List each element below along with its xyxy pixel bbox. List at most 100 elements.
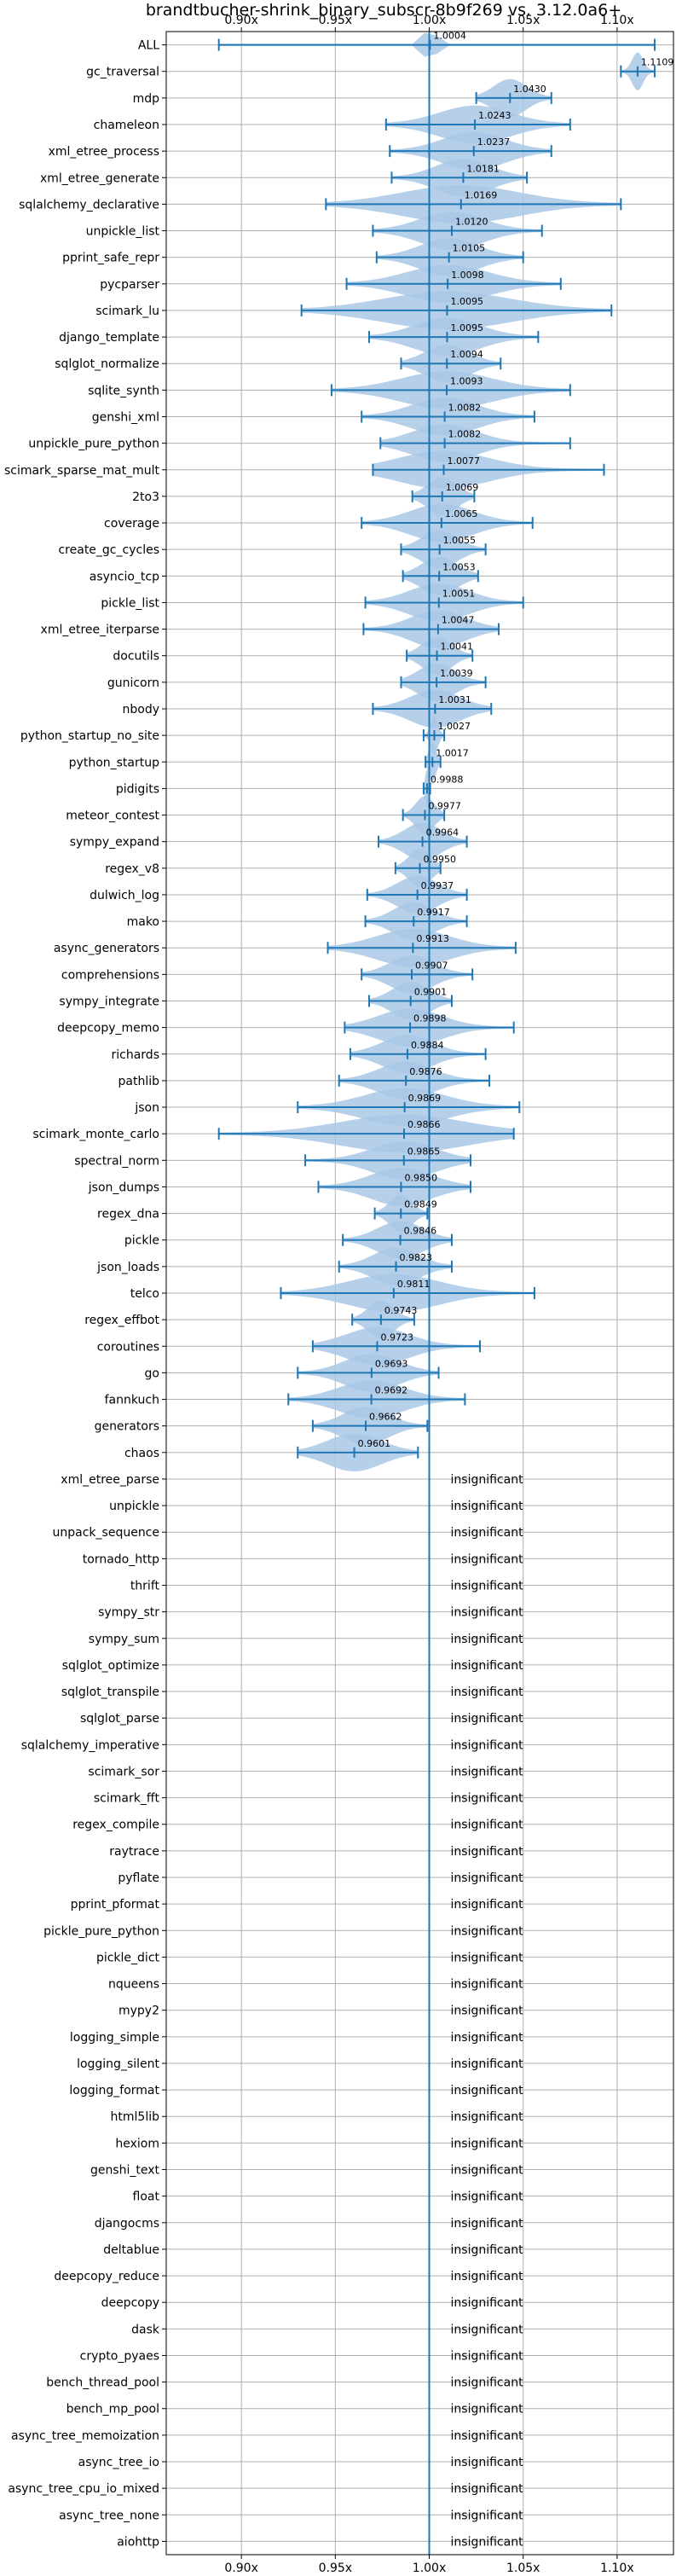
- insignificant-label: insignificant: [451, 2217, 524, 2231]
- benchmark-label: django_template: [59, 331, 159, 345]
- benchmark-label: coverage: [104, 517, 159, 531]
- benchmark-label: asyncio_tcp: [90, 570, 159, 583]
- mean-value-label: 0.9988: [431, 774, 464, 785]
- mean-value-label: 0.9823: [400, 1252, 433, 1263]
- benchmark-label: telco: [130, 1287, 159, 1301]
- benchmark-label: sympy_sum: [89, 1633, 159, 1646]
- mean-value-label: 0.9913: [416, 933, 449, 944]
- mean-value-label: 1.1109: [641, 57, 674, 68]
- label-layer: ALL 1.0004 gc_traversal 1.1109 mdp 1.0430 cham…: [4, 31, 673, 2550]
- benchmark-label: spectral_norm: [74, 1154, 159, 1168]
- benchmark-label: mako: [127, 915, 159, 929]
- x-tick-label-top: 1.00x: [413, 14, 446, 27]
- benchmark-label: chaos: [124, 1447, 159, 1460]
- benchmark-label: python_startup_no_site: [20, 729, 159, 743]
- mean-value-label: 1.0243: [478, 110, 512, 121]
- benchmark-label: comprehensions: [61, 968, 159, 982]
- benchmark-label: tornado_http: [83, 1552, 159, 1566]
- mean-value-label: 0.9850: [404, 1172, 437, 1183]
- benchmark-label: bench_thread_pool: [46, 2376, 159, 2390]
- benchmark-label: sqlite_synth: [88, 384, 159, 397]
- benchmark-label: regex_dna: [97, 1208, 159, 1221]
- mean-value-label: 1.0053: [442, 561, 476, 572]
- insignificant-label: insignificant: [451, 2482, 524, 2496]
- benchmark-label: deepcopy_reduce: [54, 2270, 159, 2283]
- mean-value-label: 0.9907: [415, 960, 448, 971]
- benchmark-label: chameleon: [94, 119, 159, 132]
- benchmark-label: scimark_sor: [88, 1765, 159, 1778]
- benchmark-label: xml_etree_parse: [61, 1473, 159, 1487]
- insignificant-label: insignificant: [451, 2270, 524, 2283]
- insignificant-label: insignificant: [451, 2349, 524, 2363]
- mean-value-label: 1.0004: [433, 31, 466, 42]
- benchmark-label: thrift: [130, 1580, 160, 1593]
- benchmark-label: hexiom: [115, 2137, 159, 2150]
- insignificant-label: insignificant: [451, 1978, 524, 1992]
- x-tick-label-bottom: 0.90x: [224, 2561, 257, 2575]
- plot-frame: [165, 31, 674, 2556]
- benchmark-label: async_tree_io: [78, 2456, 159, 2469]
- mean-value-label: 0.9846: [404, 1226, 437, 1237]
- benchmark-label: deepcopy_memo: [57, 1022, 159, 1036]
- benchmark-label: unpickle: [109, 1500, 159, 1513]
- mean-value-label: 1.0095: [450, 322, 483, 334]
- mean-value-label: 1.0051: [442, 588, 476, 599]
- insignificant-label: insignificant: [451, 1712, 524, 1726]
- benchmark-label: generators: [95, 1420, 159, 1434]
- benchmark-label: nqueens: [108, 1978, 159, 1992]
- mean-value-label: 0.9876: [409, 1066, 442, 1077]
- mean-value-label: 1.0105: [453, 243, 486, 254]
- insignificant-label: insignificant: [451, 1526, 524, 1540]
- benchmark-label: aiohttp: [117, 2535, 159, 2549]
- mean-value-label: 1.0027: [437, 721, 471, 732]
- benchmark-label: coroutines: [97, 1340, 159, 1354]
- benchmark-label: pidigits: [116, 782, 159, 796]
- insignificant-label: insignificant: [451, 1738, 524, 1752]
- benchmark-label: pickle_dict: [96, 1951, 160, 1964]
- benchmark-label: ALL: [138, 39, 159, 53]
- benchmark-label: gunicorn: [107, 676, 159, 690]
- x-tick-label-bottom: 1.05x: [506, 2561, 540, 2575]
- benchmark-label: djangocms: [95, 2217, 159, 2231]
- benchmark-label: pycparser: [100, 278, 159, 292]
- mean-value-label: 0.9977: [428, 801, 461, 812]
- mean-value-label: 0.9849: [404, 1199, 436, 1210]
- mean-value-label: 1.0017: [436, 747, 468, 758]
- benchmark-label: sympy_integrate: [59, 995, 159, 1008]
- mean-value-label: 0.9866: [407, 1119, 441, 1130]
- mean-value-label: 1.0120: [455, 217, 488, 228]
- x-tick-label-top: 0.95x: [319, 14, 352, 27]
- insignificant-label: insignificant: [451, 2296, 524, 2310]
- mean-value-label: 1.0169: [465, 189, 498, 200]
- mean-value-label: 0.9865: [407, 1146, 441, 1157]
- benchmark-label: logging_silent: [77, 2057, 159, 2071]
- benchmark-label: sqlglot_transpile: [61, 1685, 159, 1699]
- mean-value-label: 1.0082: [448, 402, 482, 413]
- benchmark-label: deltablue: [103, 2243, 159, 2257]
- insignificant-label: insignificant: [451, 2005, 524, 2018]
- insignificant-label: insignificant: [451, 1606, 524, 1620]
- benchmark-label: deepcopy: [101, 2296, 159, 2310]
- insignificant-label: insignificant: [451, 2110, 524, 2124]
- benchmark-label: pickle_list: [101, 596, 159, 610]
- mean-value-label: 0.9601: [358, 1438, 391, 1449]
- insignificant-label: insignificant: [451, 1819, 524, 1832]
- mean-value-label: 1.0077: [447, 455, 480, 467]
- mean-value-label: 0.9693: [375, 1358, 408, 1369]
- mean-value-label: 1.0039: [440, 668, 473, 679]
- benchmark-label: pprint_safe_repr: [62, 252, 159, 265]
- mean-value-label: 1.0094: [450, 349, 483, 360]
- insignificant-label: insignificant: [451, 1924, 524, 1938]
- benchmark-label: json_dumps: [88, 1181, 159, 1194]
- benchmark-label: create_gc_cycles: [58, 543, 159, 557]
- benchmark-label: scimark_sparse_mat_mult: [4, 464, 159, 478]
- benchmark-label: pprint_pformat: [71, 1898, 160, 1912]
- insignificant-label: insignificant: [451, 1633, 524, 1646]
- insignificant-label: insignificant: [451, 1951, 524, 1964]
- mean-value-label: 0.9917: [417, 907, 450, 918]
- insignificant-label: insignificant: [451, 2376, 524, 2390]
- mean-value-label: 1.0055: [443, 535, 477, 546]
- mean-value-label: 1.0041: [441, 641, 474, 653]
- chart-title: brandtbucher-shrink_binary_subscr-8b9f26…: [146, 1, 621, 20]
